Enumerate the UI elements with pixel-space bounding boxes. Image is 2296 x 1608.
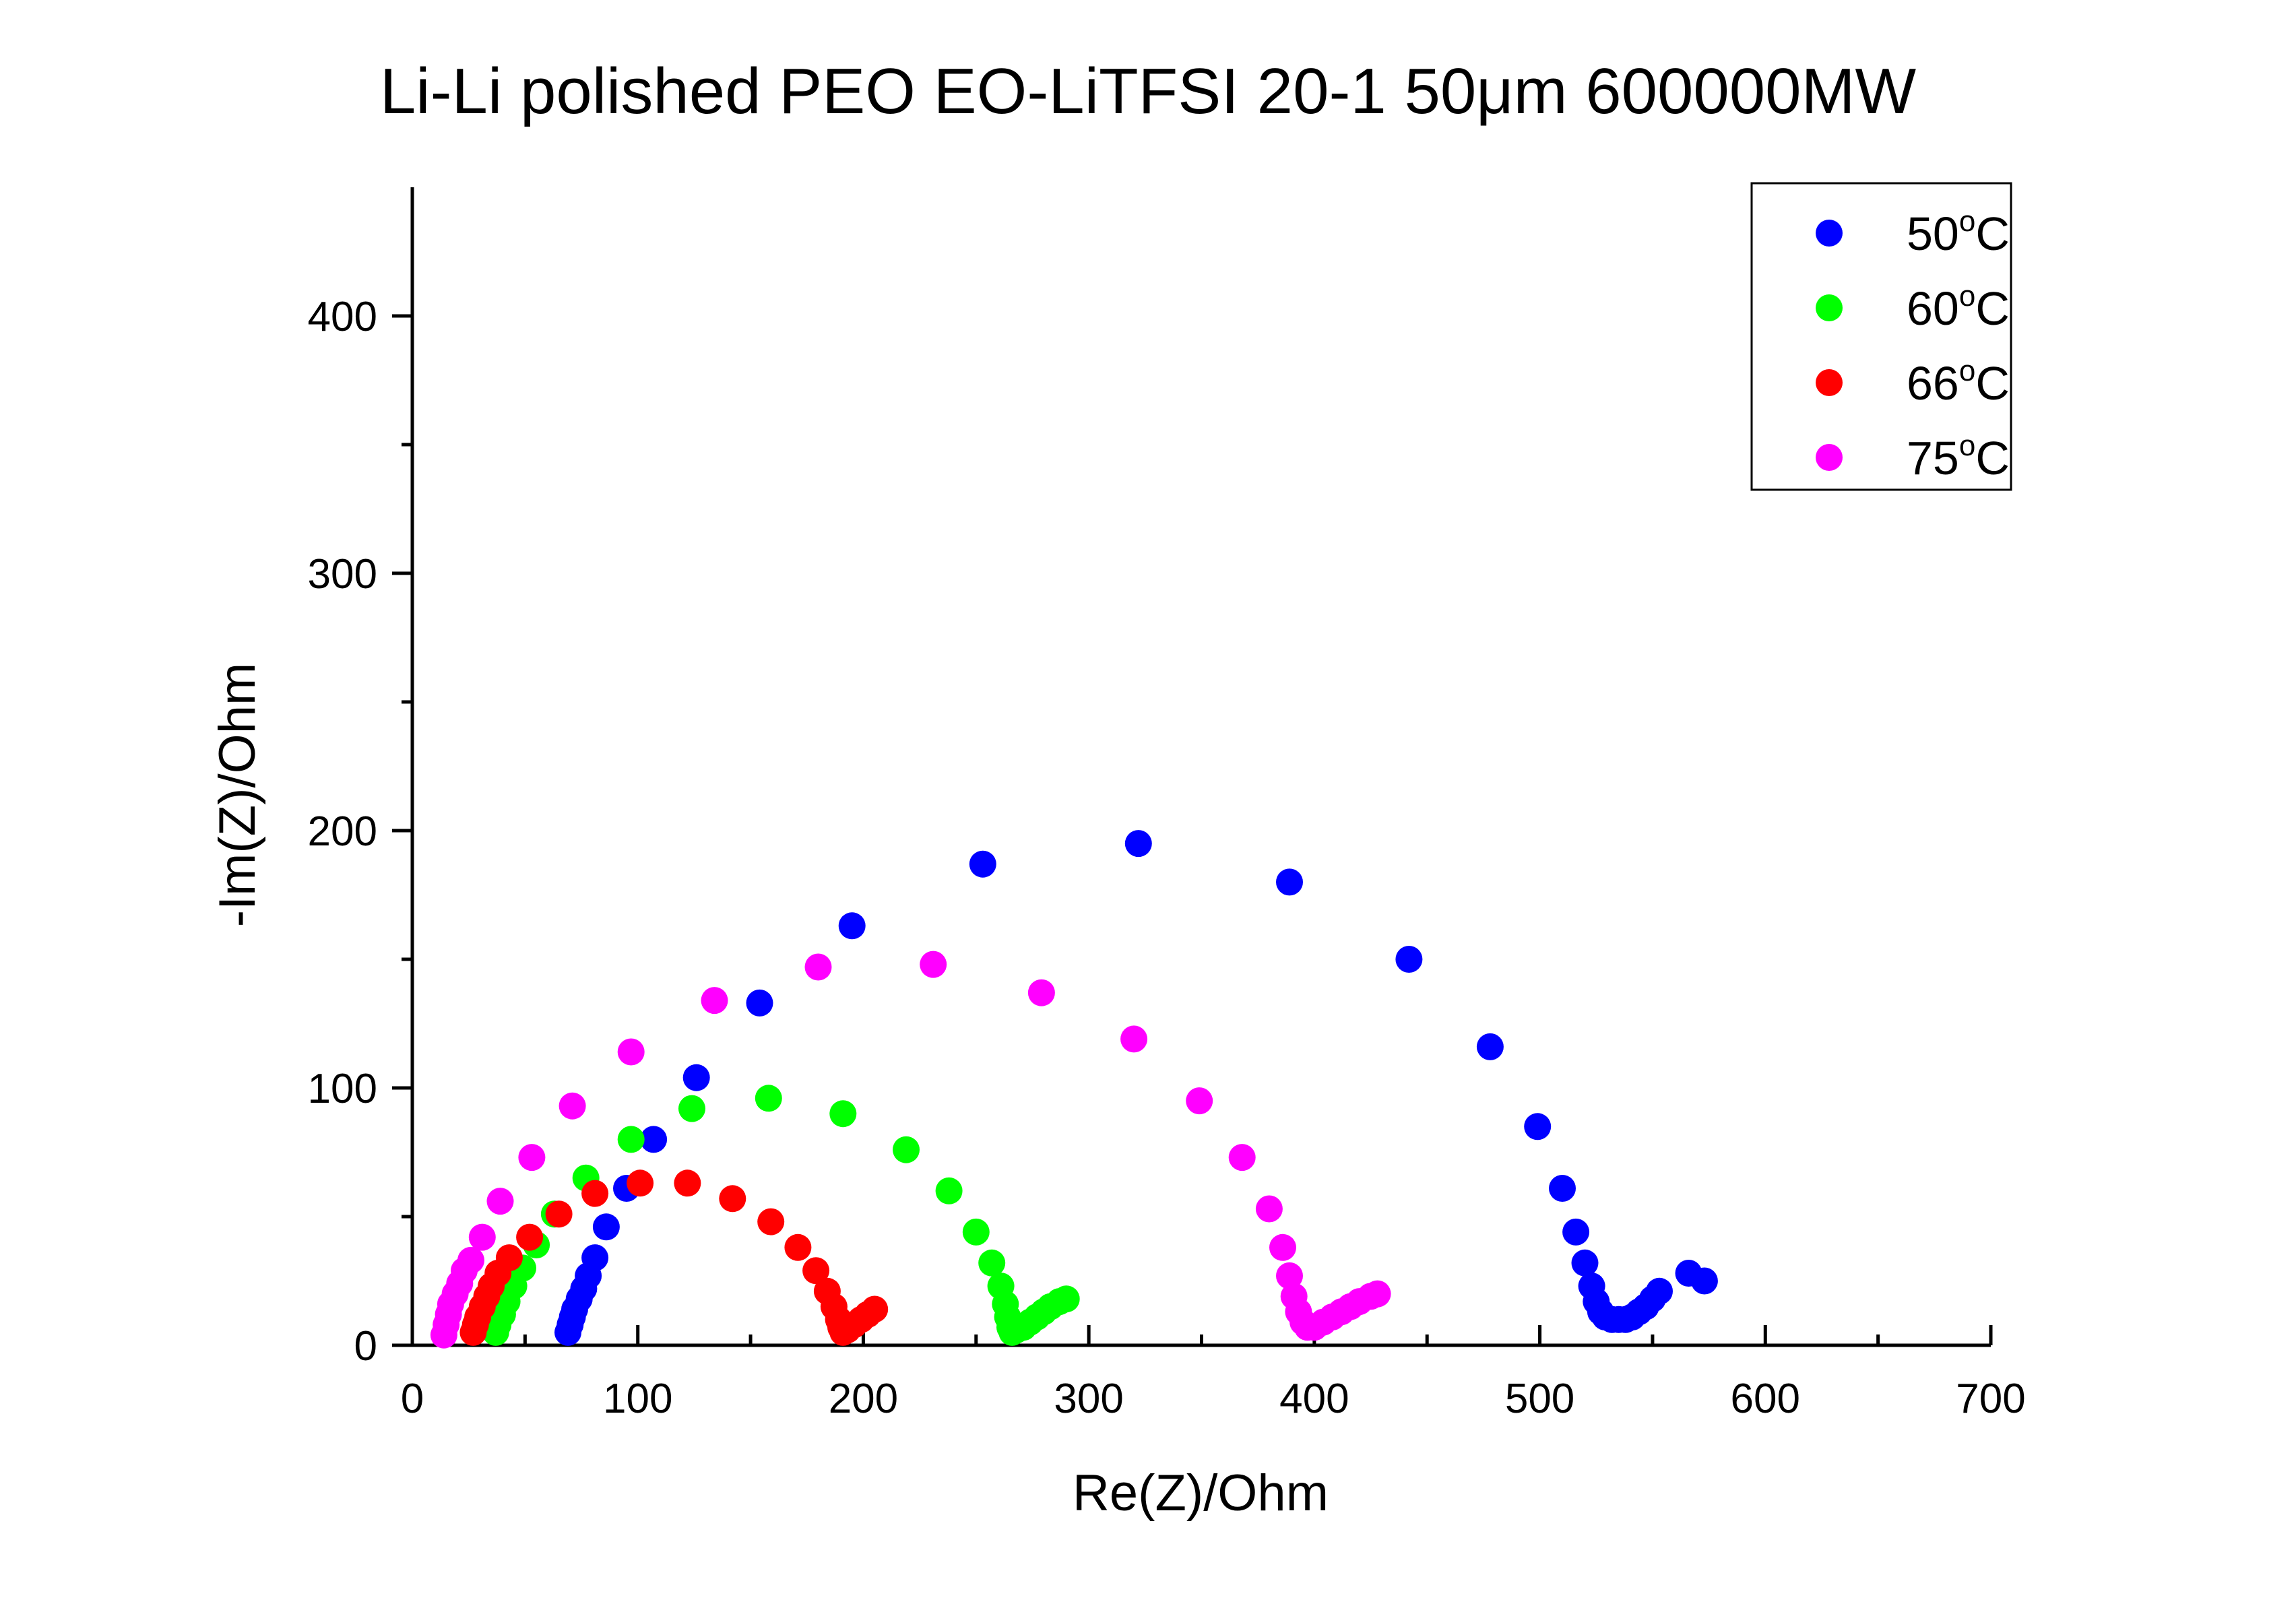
data-point [719, 1185, 746, 1213]
series-75C [430, 951, 1391, 1349]
data-point [1276, 1262, 1303, 1289]
data-point [559, 1092, 586, 1120]
data-point [674, 1169, 701, 1197]
y-tick-label: 300 [308, 551, 377, 598]
data-point [581, 1180, 609, 1207]
data-point [1186, 1087, 1213, 1115]
y-axis-ticks: 0 100 200 300 400 [308, 294, 412, 1370]
data-point [1120, 1025, 1148, 1053]
data-point [1549, 1175, 1576, 1202]
y-tick-label: 100 [308, 1066, 377, 1112]
legend-box [1750, 182, 2012, 491]
data-point [838, 912, 866, 940]
data-point [1646, 1277, 1673, 1305]
data-point [1255, 1195, 1283, 1223]
data-point [518, 1144, 546, 1171]
data-point [861, 1295, 889, 1323]
data-point [545, 1200, 573, 1228]
x-tick-label: 0 [401, 1376, 424, 1422]
x-tick-label: 400 [1279, 1376, 1349, 1422]
legend-marker [1816, 369, 1843, 396]
data-point [516, 1223, 544, 1251]
data-point [1124, 830, 1152, 858]
series-66C [459, 1169, 889, 1346]
data-point [1276, 868, 1303, 896]
data-point [802, 1257, 830, 1285]
series-50C [554, 830, 1718, 1346]
y-axis-label: -Im(Z)/Ohm [209, 663, 266, 928]
legend-label: 50oC [1907, 205, 2010, 260]
x-tick-label: 700 [1956, 1376, 2025, 1422]
data-point [920, 951, 947, 978]
data-point [1395, 946, 1423, 973]
data-point [1364, 1280, 1391, 1308]
legend-marker [1816, 220, 1843, 247]
data-point [617, 1038, 645, 1066]
data-point [755, 1085, 782, 1112]
x-tick-label: 200 [829, 1376, 898, 1422]
data-point [457, 1246, 484, 1274]
plot-area [430, 830, 1718, 1349]
data-point [1476, 1033, 1504, 1060]
y-tick-label: 400 [308, 294, 377, 340]
data-point [495, 1244, 523, 1272]
chart-title: Li-Li polished PEO EO-LiTFSI 20-1 50μm 6… [380, 55, 1917, 127]
data-point [627, 1169, 654, 1197]
data-point [804, 953, 832, 981]
data-point [592, 1213, 620, 1241]
data-point [1269, 1233, 1296, 1261]
data-point [969, 850, 996, 878]
data-point [1571, 1249, 1599, 1277]
y-tick-label: 0 [354, 1323, 377, 1370]
data-point [486, 1188, 514, 1215]
x-axis-ticks: 0 100 200 300 400 500 600 700 [401, 1325, 2026, 1422]
data-point [701, 987, 728, 1015]
legend-label: 60oC [1907, 280, 2010, 335]
x-tick-label: 300 [1054, 1376, 1123, 1422]
data-point [1228, 1144, 1256, 1171]
data-point [1524, 1113, 1552, 1140]
x-tick-label: 600 [1731, 1376, 1800, 1422]
data-point [893, 1136, 920, 1163]
x-tick-label: 100 [603, 1376, 672, 1422]
data-point [1052, 1285, 1080, 1313]
data-point [757, 1208, 785, 1235]
data-point [682, 1064, 710, 1091]
x-axis-label: Re(Z)/Ohm [1073, 1465, 1329, 1522]
data-point [1027, 979, 1055, 1006]
data-point [784, 1233, 812, 1261]
y-tick-label: 200 [308, 808, 377, 855]
legend-label: 75oC [1907, 429, 2010, 484]
data-point [1690, 1267, 1718, 1295]
data-point [829, 1100, 857, 1128]
legend-marker [1816, 294, 1843, 321]
data-point [468, 1223, 496, 1251]
data-point [746, 989, 773, 1017]
data-point [978, 1249, 1006, 1277]
data-point [962, 1218, 990, 1246]
data-point [640, 1126, 668, 1153]
x-tick-label: 500 [1505, 1376, 1574, 1422]
legend-label: 66oC [1907, 354, 2010, 410]
data-point [935, 1177, 963, 1204]
legend-marker [1816, 444, 1843, 471]
data-point [617, 1126, 645, 1153]
data-point [581, 1244, 609, 1272]
data-point [678, 1095, 705, 1122]
data-point [1562, 1218, 1590, 1246]
series-60C [482, 1085, 1080, 1346]
legend: 50oC 60oC 66oC 75oC [1750, 182, 2012, 491]
